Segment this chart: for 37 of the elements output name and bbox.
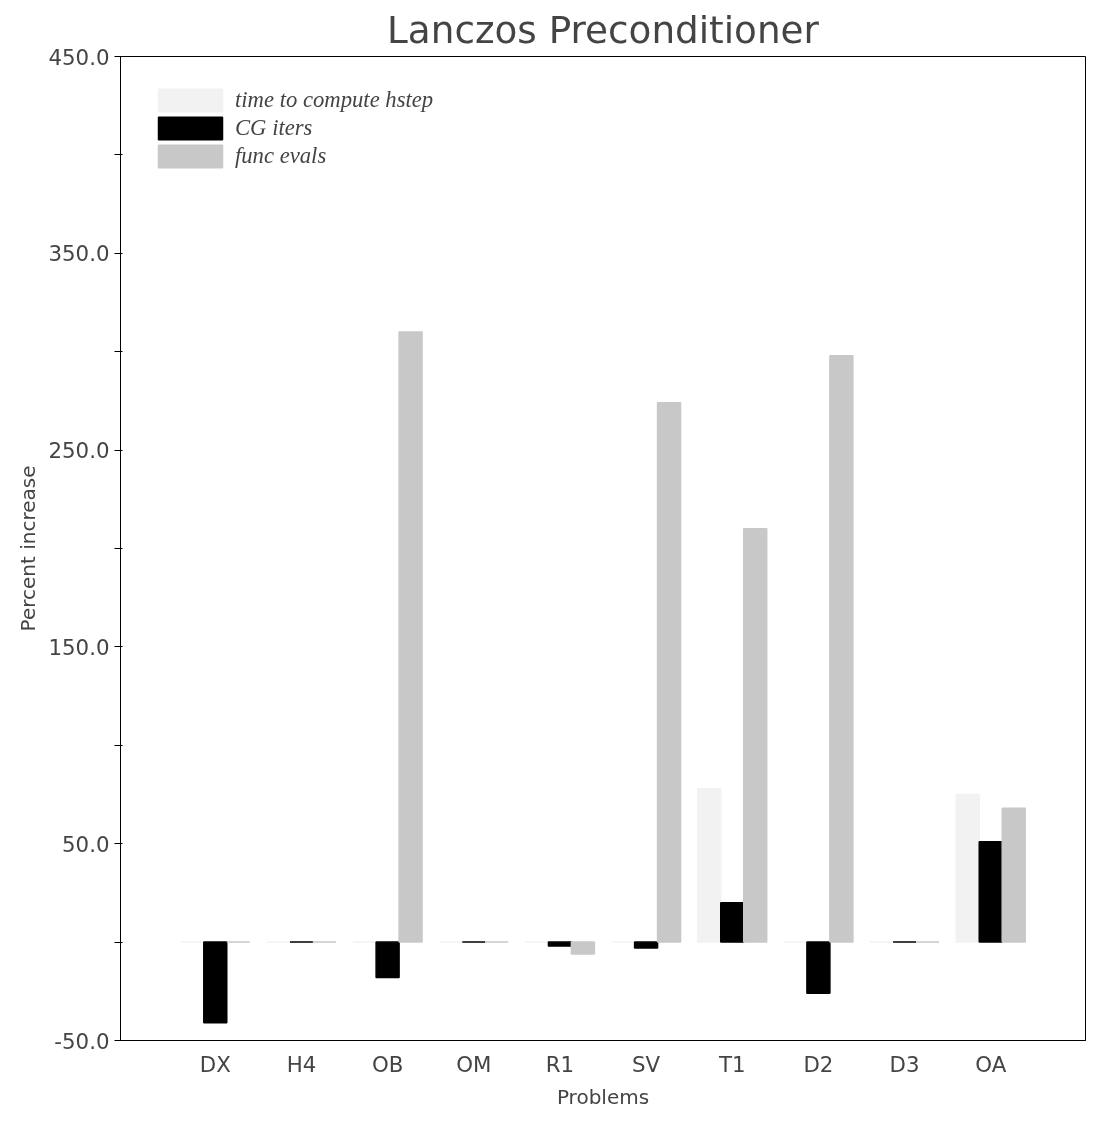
bar: [720, 901, 745, 943]
bar: [547, 941, 573, 947]
legend-label: func evals: [235, 143, 327, 169]
x-tick-label: H4: [286, 1051, 317, 1077]
bar: [375, 941, 400, 979]
legend-label: time to compute hstep: [235, 87, 434, 113]
x-tick-label: D2: [803, 1051, 834, 1077]
bar: [570, 941, 596, 955]
x-tick-label: R1: [545, 1051, 575, 1077]
bar: [806, 941, 831, 995]
x-tick-label: DX: [199, 1051, 231, 1077]
bar: [633, 941, 659, 949]
y-tick-label: -50.0: [54, 1028, 110, 1054]
bar: [656, 402, 682, 943]
chart-title: Lanczos Preconditioner: [387, 7, 820, 52]
x-tick-label: SV: [632, 1051, 661, 1077]
x-tick-label: OA: [975, 1051, 1007, 1077]
bar: [398, 331, 423, 943]
x-tick-label: D3: [889, 1051, 920, 1077]
y-tick-label: 150.0: [48, 634, 110, 660]
bar: [829, 354, 854, 943]
x-tick-label: T1: [717, 1051, 746, 1077]
y-tick-label: 50.0: [62, 831, 110, 857]
bar: [978, 840, 1003, 943]
x-tick-label: OB: [371, 1051, 404, 1077]
legend-label: CG iters: [235, 115, 313, 141]
y-tick-label: 450.0: [48, 44, 110, 70]
y-tick-label: 350.0: [48, 241, 110, 267]
bar: [697, 787, 722, 943]
y-tick-label: 250.0: [48, 438, 110, 464]
x-axis-title: Problems: [556, 1084, 650, 1109]
y-axis-title: Percent increase: [16, 465, 41, 632]
bar: [742, 528, 768, 943]
bar: [955, 793, 980, 943]
x-tick-label: OM: [456, 1051, 492, 1077]
bar: [203, 941, 228, 1024]
bar: [1001, 807, 1026, 943]
